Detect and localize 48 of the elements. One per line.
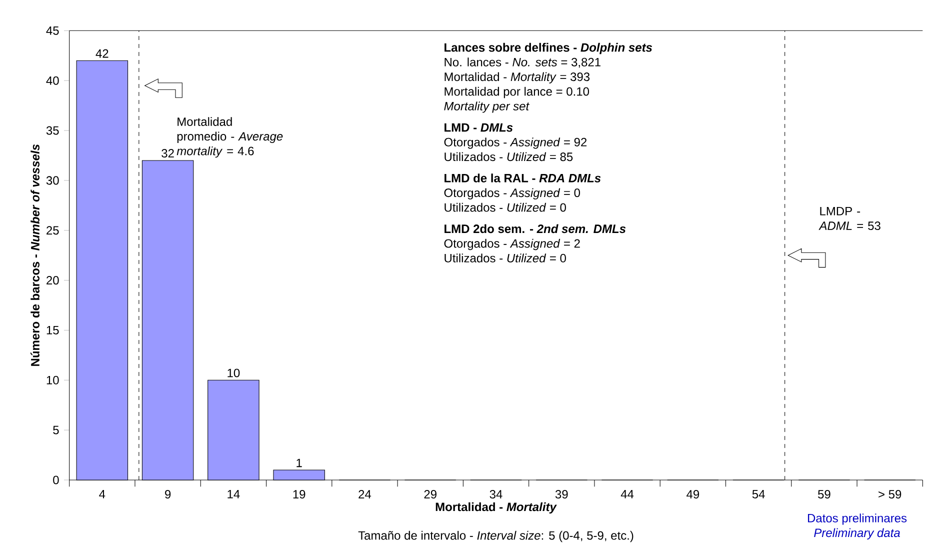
x-tick-label: 34 xyxy=(490,490,502,499)
annotation: LMDP - ADML = 53 xyxy=(818,207,880,230)
x-tick-label: > 59 xyxy=(878,490,902,499)
annotation: Otorgados - Assigned = 0 xyxy=(444,188,580,200)
annotation: Otorgados - Assigned = 2 xyxy=(444,239,580,250)
x-tick-label: 4 xyxy=(99,490,106,498)
annotation: Utilizados - Utilized = 0 xyxy=(444,254,566,263)
x-tick-label: 44 xyxy=(620,490,634,498)
y-tick-label: 40 xyxy=(46,76,59,86)
data-label: 42 xyxy=(96,49,108,58)
text: Preliminary data xyxy=(814,528,900,540)
y-tick-label: 20 xyxy=(46,276,59,285)
annotation: Mortalidad - Mortality = 393 xyxy=(444,72,590,84)
annotation: Otorgados - Assigned = 92 xyxy=(444,138,587,149)
annotation: LMD de la RAL - RDA DMLs xyxy=(444,174,601,183)
y-axis-title: Número de barcos - Number of vessels xyxy=(30,144,40,366)
y-tick-label: 35 xyxy=(46,126,59,135)
annotation: Mortality per set xyxy=(444,102,530,113)
x-tick-label: 24 xyxy=(358,490,372,499)
y-tick-label: 0 xyxy=(53,476,59,484)
data-label: 32 xyxy=(162,149,174,158)
text: Tamaño de intervalo - Interval size: 5 (0-4, 5-9, etc.) xyxy=(358,531,634,542)
y-tick-label: 15 xyxy=(46,326,59,335)
text: Datos preliminares xyxy=(808,514,907,525)
x-tick-label: 54 xyxy=(752,490,765,499)
data-label: 1 xyxy=(296,458,302,468)
y-tick-label: 10 xyxy=(46,376,59,385)
data-label: 10 xyxy=(228,368,240,378)
annotation: LMD 2do sem. - 2nd sem. DMLs xyxy=(444,224,626,234)
y-tick-label: 25 xyxy=(46,226,59,235)
annotation: Utilizados - Utilized = 0 xyxy=(444,203,566,212)
y-tick-label: 45 xyxy=(46,26,59,36)
y-tick-label: 30 xyxy=(46,176,59,185)
y-tick-label: 5 xyxy=(53,426,59,434)
annotation: Utilizados - Utilized = 85 xyxy=(444,152,573,162)
annotation: LMD - DMLs xyxy=(444,124,513,132)
annotation: Mortalidad por lance = 0.10 xyxy=(444,87,590,98)
annotation: Lances sobre delfines - Dolphin sets xyxy=(444,43,652,54)
x-tick-label: 39 xyxy=(555,490,568,499)
annotation: No. lances - No. sets = 3,821 xyxy=(444,58,600,68)
x-tick-label: 29 xyxy=(424,490,436,499)
x-tick-label: 59 xyxy=(818,490,830,499)
x-axis-title: Mortalidad - Mortality xyxy=(436,502,557,514)
text: Mortalidad promedio - Average mortality = 4.6 xyxy=(176,117,283,158)
x-tick-label: 14 xyxy=(228,490,240,498)
x-tick-label: 19 xyxy=(293,490,306,499)
x-tick-label: 49 xyxy=(686,490,700,499)
x-tick-label: 9 xyxy=(165,490,171,499)
